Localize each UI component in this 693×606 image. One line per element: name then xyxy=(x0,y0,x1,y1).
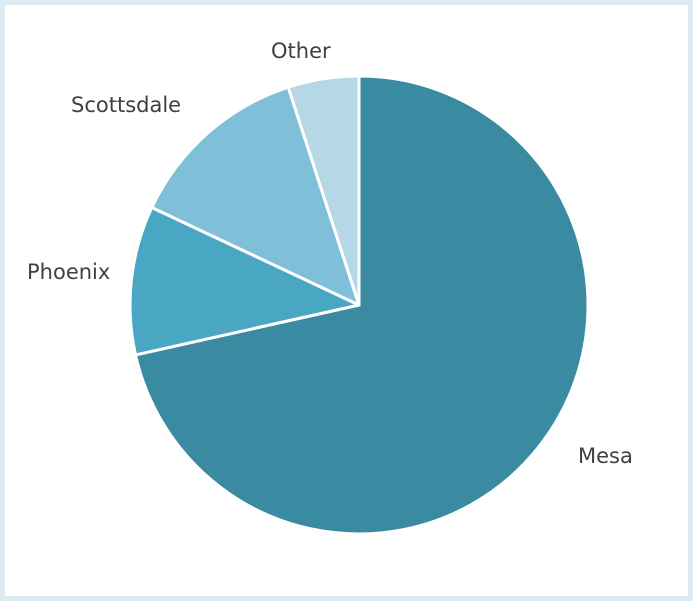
pie-slice-other xyxy=(286,74,361,307)
pie-chart: Mesa Phoenix Scottsdale Other xyxy=(27,39,633,536)
slice-label-mesa: Mesa xyxy=(578,444,633,468)
pie-slice-scottsdale xyxy=(150,85,361,307)
pie-slice-mesa xyxy=(134,74,590,536)
pie-slice-phoenix xyxy=(128,205,361,357)
slice-label-scottsdale: Scottsdale xyxy=(71,93,181,117)
pie-slices xyxy=(128,74,590,536)
slice-label-phoenix: Phoenix xyxy=(27,260,110,284)
slice-label-other: Other xyxy=(271,39,331,63)
